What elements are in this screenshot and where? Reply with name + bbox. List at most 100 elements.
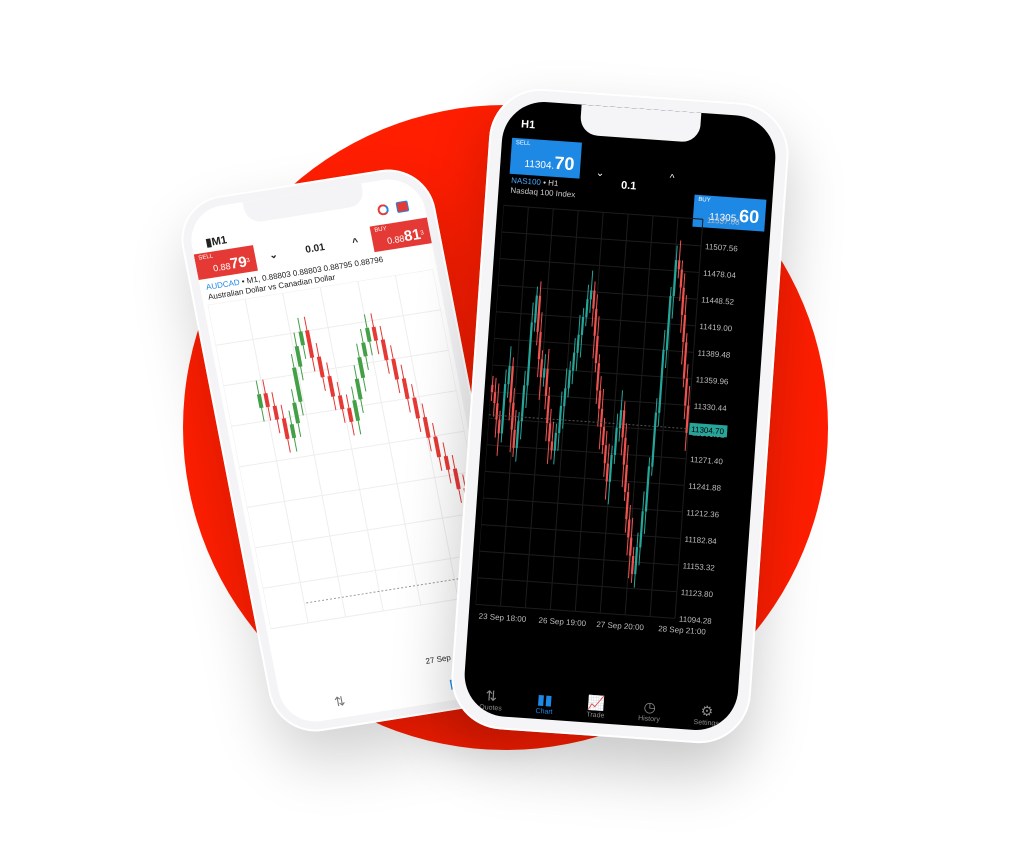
grid-line: [499, 207, 529, 607]
candle-body: [533, 295, 538, 323]
candle-body: [623, 464, 628, 493]
grid-line: [481, 524, 681, 540]
grid-line: [223, 349, 449, 387]
sell-price: 0.88793: [212, 253, 251, 274]
candle-body: [679, 269, 684, 288]
candle-body: [542, 368, 546, 378]
nav-tab-chart-label: Chart: [535, 707, 553, 717]
nav-tab-chart[interactable]: ▮▮ Chart: [535, 690, 554, 716]
sell-label: SELL: [515, 140, 531, 148]
nav-tab-trade[interactable]: 📈 Trade: [586, 693, 606, 719]
arrows-updown-icon[interactable]: ⇅: [332, 693, 347, 710]
candle-body: [571, 352, 576, 371]
candle-body: [651, 412, 658, 467]
back-candlestick-chart[interactable]: [207, 269, 504, 668]
candle-body: [537, 332, 542, 360]
chevron-down-icon[interactable]: ⌄: [595, 167, 605, 180]
front-symbol-info: • H1: [542, 178, 559, 189]
y-tick-label: 11123.80: [681, 588, 714, 599]
candle-body: [677, 260, 681, 270]
candle-body: [563, 388, 567, 407]
candle-body: [520, 385, 526, 422]
front-candlestick-chart[interactable]: 11537.08 11507.56 11478.04 11448.52 11419.00…: [472, 199, 765, 676]
grid-line: [497, 284, 698, 300]
front-sell-button[interactable]: SELL 11304.70: [509, 137, 582, 179]
buy-label: BUY: [698, 196, 711, 204]
candle-body: [680, 287, 685, 315]
chevron-down-icon[interactable]: ⌄: [268, 248, 279, 262]
candle-body: [256, 393, 264, 409]
candle-body: [292, 402, 301, 424]
candle-body: [512, 429, 516, 448]
candle-body: [510, 402, 515, 430]
candle-body: [526, 322, 533, 386]
back-timeframe-label: M1: [210, 234, 229, 249]
candle-body: [684, 378, 689, 406]
candle-body: [665, 295, 672, 351]
candle-body: [550, 441, 554, 451]
grid-line: [503, 204, 703, 220]
y-tick-label: 11419.00: [699, 322, 733, 333]
chevron-up-icon[interactable]: ^: [669, 172, 675, 185]
back-sell-button[interactable]: SELL 0.88793: [193, 245, 258, 281]
chevron-up-icon[interactable]: ^: [351, 236, 360, 248]
candle-body: [545, 395, 551, 424]
back-lot-size[interactable]: 0.01: [304, 241, 326, 256]
nav-tab-history[interactable]: ◷ History: [638, 697, 661, 723]
candle-body: [352, 399, 361, 422]
candle-body: [539, 359, 544, 378]
candle-body: [433, 436, 442, 458]
candle-body: [634, 547, 639, 575]
candle-body: [593, 308, 598, 336]
cycle-icon[interactable]: [376, 203, 390, 217]
y-tick-label: 11537.08: [707, 216, 741, 227]
grid-line: [492, 364, 692, 380]
candle-body: [365, 327, 372, 342]
y-tick-label: 11094.28: [679, 615, 713, 626]
candle-body: [628, 537, 633, 556]
x-tick-label: 27 Sep 20:00: [596, 620, 645, 632]
back-timeframe[interactable]: ▮M1: [204, 233, 228, 249]
flag-icon[interactable]: [395, 200, 410, 214]
candle-body: [371, 326, 379, 341]
grid-line: [674, 219, 704, 619]
grid-line: [484, 470, 685, 486]
front-lot-size[interactable]: 0.1: [620, 179, 637, 193]
nav-tab-trade-label: Trade: [586, 711, 605, 720]
y-tick-label: 11241.88: [688, 482, 722, 493]
back-buy-button[interactable]: BUY 0.88813: [369, 217, 432, 253]
grid-line: [649, 217, 679, 617]
grid-line: [246, 471, 473, 508]
y-tick-label: 11330.44: [694, 402, 728, 413]
candle-body: [515, 421, 520, 449]
candle-body: [347, 407, 354, 423]
candle-body: [263, 392, 270, 408]
nav-tab-settings[interactable]: ⚙ Settings: [693, 701, 720, 727]
candle-body: [294, 345, 303, 367]
gear-icon: ⚙: [700, 702, 714, 720]
candle-body: [608, 454, 613, 482]
candle-body: [605, 463, 609, 482]
candle-body: [452, 468, 461, 490]
candle-body: [658, 349, 665, 413]
candle-wick: [677, 240, 682, 279]
front-timeframe[interactable]: H1: [520, 118, 536, 132]
candle-body: [601, 427, 606, 446]
front-phone: H1 SELL 11304.70 ⌄ 0.1 ^ NAS100 • H1 Nas…: [447, 85, 793, 747]
candles-icon: ▮▮: [536, 690, 554, 708]
y-tick-label: 11507.56: [705, 242, 739, 253]
grid-line: [574, 212, 604, 612]
candle-body: [292, 367, 303, 403]
grid-line: [477, 577, 677, 593]
nav-tab-quotes[interactable]: ⇅ Quotes: [479, 686, 503, 712]
candle-body: [289, 423, 297, 439]
grid-line: [475, 205, 504, 605]
x-tick-label: 28 Sep 21:00: [658, 624, 707, 636]
grid-line: [262, 552, 489, 589]
y-tick-label: 11271.40: [690, 455, 724, 466]
nav-tab-history-label: History: [637, 715, 661, 724]
back-phone: ▮M1 SELL 0.88793 ⌄ 0.01 ^ BUY 0.88813: [173, 162, 531, 739]
y-tick-label: 11359.96: [695, 375, 729, 386]
candle-body: [547, 423, 552, 442]
candle-body: [613, 427, 618, 456]
